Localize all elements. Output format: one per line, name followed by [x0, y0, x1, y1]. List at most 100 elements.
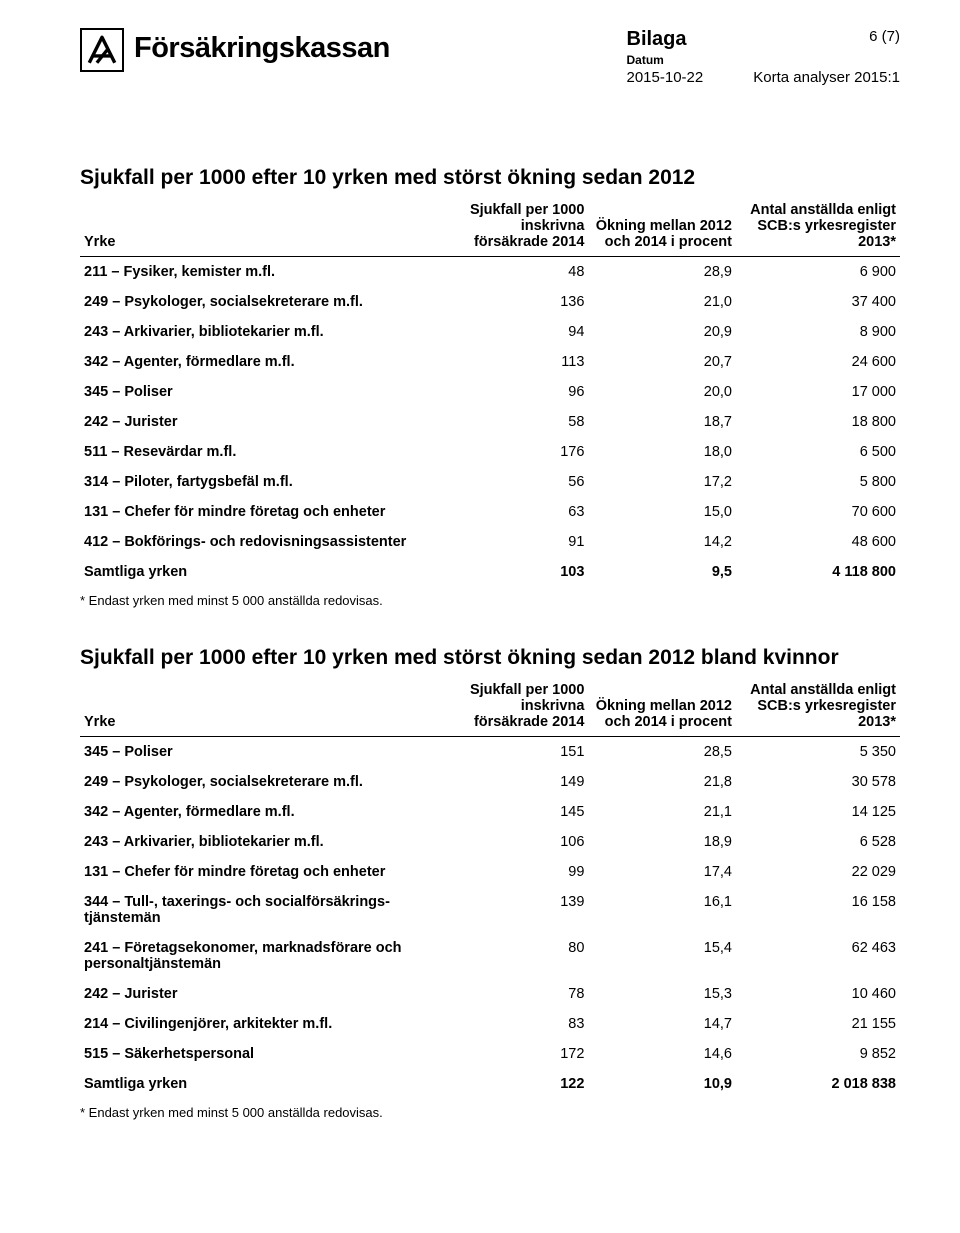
table-row: 249 – Psykologer, socialsekreterare m.fl…: [80, 767, 900, 797]
cell-yrke: 511 – Resevärdar m.fl.: [80, 437, 441, 467]
cell-c: 6 528: [736, 827, 900, 857]
cell-b: 17,4: [588, 857, 736, 887]
cell-c: 30 578: [736, 767, 900, 797]
table2-title: Sjukfall per 1000 efter 10 yrken med stö…: [80, 646, 900, 670]
cell-b: 28,9: [588, 257, 736, 288]
page-header: Försäkringskassan Bilaga Datum 2015-10-2…: [80, 28, 900, 86]
cell-b: 17,2: [588, 467, 736, 497]
cell-yrke: 243 – Arkivarier, bibliotekarier m.fl.: [80, 827, 441, 857]
table1-footnote: * Endast yrken med minst 5 000 anställda…: [80, 593, 900, 608]
table-row-total: Samtliga yrken12210,92 018 838: [80, 1069, 900, 1099]
cell-b: 18,9: [588, 827, 736, 857]
table-row: 214 – Civilingenjörer, arkitekter m.fl.8…: [80, 1009, 900, 1039]
cell-a: 106: [441, 827, 589, 857]
cell-b: 28,5: [588, 737, 736, 768]
table2-head-a: Sjukfall per 1000 inskrivna försäkrade 2…: [441, 678, 589, 737]
cell-c: 18 800: [736, 407, 900, 437]
cell-a: 58: [441, 407, 589, 437]
cell-c: 16 158: [736, 887, 900, 933]
cell-a: 176: [441, 437, 589, 467]
table-row: 211 – Fysiker, kemister m.fl.4828,96 900: [80, 257, 900, 288]
cell-b: 14,7: [588, 1009, 736, 1039]
table-row-total: Samtliga yrken1039,54 118 800: [80, 557, 900, 587]
cell-yrke: 214 – Civilingenjörer, arkitekter m.fl.: [80, 1009, 441, 1039]
cell-c: 37 400: [736, 287, 900, 317]
cell-a: 48: [441, 257, 589, 288]
table-row: 243 – Arkivarier, bibliotekarier m.fl.10…: [80, 827, 900, 857]
cell-c: 24 600: [736, 347, 900, 377]
table-row: 242 – Jurister7815,310 460: [80, 979, 900, 1009]
cell-a: 99: [441, 857, 589, 887]
cell-c: 22 029: [736, 857, 900, 887]
table2-footnote: * Endast yrken med minst 5 000 anställda…: [80, 1105, 900, 1120]
table1-head-a: Sjukfall per 1000 inskrivna försäkrade 2…: [441, 198, 589, 257]
table-row: 511 – Resevärdar m.fl.17618,06 500: [80, 437, 900, 467]
cell-a: 56: [441, 467, 589, 497]
cell-yrke: 242 – Jurister: [80, 979, 441, 1009]
cell-c: 9 852: [736, 1039, 900, 1069]
cell-yrke: 249 – Psykologer, socialsekreterare m.fl…: [80, 767, 441, 797]
logo-icon: [80, 28, 124, 72]
cell-b: 14,2: [588, 527, 736, 557]
cell-b: 18,0: [588, 437, 736, 467]
cell-yrke: 211 – Fysiker, kemister m.fl.: [80, 257, 441, 288]
table-row: 515 – Säkerhetspersonal17214,69 852: [80, 1039, 900, 1069]
cell-yrke: 314 – Piloter, fartygsbefäl m.fl.: [80, 467, 441, 497]
table2-head-yrke: Yrke: [80, 678, 441, 737]
cell-a: 139: [441, 887, 589, 933]
cell-a: 94: [441, 317, 589, 347]
header-left: Försäkringskassan: [80, 28, 390, 86]
cell-yrke: 131 – Chefer för mindre företag och enhe…: [80, 497, 441, 527]
table-row: 241 – Företagsekonomer, marknadsförare o…: [80, 933, 900, 979]
org-name: Försäkringskassan: [134, 32, 390, 65]
header-right: Bilaga Datum 2015-10-22 6 (7) Korta anal…: [627, 28, 901, 86]
page: Försäkringskassan Bilaga Datum 2015-10-2…: [0, 0, 960, 1160]
datum-label: Datum: [627, 53, 704, 67]
page-number: 6 (7): [753, 28, 900, 45]
cell-b: 18,7: [588, 407, 736, 437]
cell-b: 10,9: [588, 1069, 736, 1099]
cell-c: 17 000: [736, 377, 900, 407]
table-row: 131 – Chefer för mindre företag och enhe…: [80, 857, 900, 887]
cell-a: 145: [441, 797, 589, 827]
cell-c: 8 900: [736, 317, 900, 347]
table1: Yrke Sjukfall per 1000 inskrivna försäkr…: [80, 198, 900, 587]
doc-type: Bilaga: [627, 28, 704, 51]
cell-yrke: 342 – Agenter, förmedlare m.fl.: [80, 797, 441, 827]
cell-yrke: Samtliga yrken: [80, 1069, 441, 1099]
cell-a: 91: [441, 527, 589, 557]
cell-a: 151: [441, 737, 589, 768]
cell-c: 48 600: [736, 527, 900, 557]
table-row: 412 – Bokförings- och redovisningsassist…: [80, 527, 900, 557]
cell-a: 63: [441, 497, 589, 527]
cell-yrke: 242 – Jurister: [80, 407, 441, 437]
cell-a: 149: [441, 767, 589, 797]
table2: Yrke Sjukfall per 1000 inskrivna försäkr…: [80, 678, 900, 1099]
cell-a: 80: [441, 933, 589, 979]
table-row: 345 – Poliser15128,55 350: [80, 737, 900, 768]
cell-yrke: 243 – Arkivarier, bibliotekarier m.fl.: [80, 317, 441, 347]
cell-c: 21 155: [736, 1009, 900, 1039]
table-row: 131 – Chefer för mindre företag och enhe…: [80, 497, 900, 527]
cell-b: 21,0: [588, 287, 736, 317]
cell-c: 6 900: [736, 257, 900, 288]
table-row: 345 – Poliser9620,017 000: [80, 377, 900, 407]
table2-head-b: Ökning mellan 2012 och 2014 i procent: [588, 678, 736, 737]
header-meta-col: 6 (7) Korta analyser 2015:1: [753, 28, 900, 86]
cell-yrke: 345 – Poliser: [80, 737, 441, 768]
cell-a: 83: [441, 1009, 589, 1039]
cell-yrke: 345 – Poliser: [80, 377, 441, 407]
cell-b: 14,6: [588, 1039, 736, 1069]
cell-c: 4 118 800: [736, 557, 900, 587]
cell-a: 103: [441, 557, 589, 587]
cell-yrke: Samtliga yrken: [80, 557, 441, 587]
cell-yrke: 241 – Företagsekonomer, marknadsförare o…: [80, 933, 441, 979]
cell-a: 96: [441, 377, 589, 407]
cell-c: 70 600: [736, 497, 900, 527]
cell-a: 122: [441, 1069, 589, 1099]
doc-date: 2015-10-22: [627, 69, 704, 86]
table-row: 344 – Tull-, taxerings- och socialförsäk…: [80, 887, 900, 933]
report-name: Korta analyser 2015:1: [753, 69, 900, 86]
table-row: 314 – Piloter, fartygsbefäl m.fl.5617,25…: [80, 467, 900, 497]
cell-c: 62 463: [736, 933, 900, 979]
